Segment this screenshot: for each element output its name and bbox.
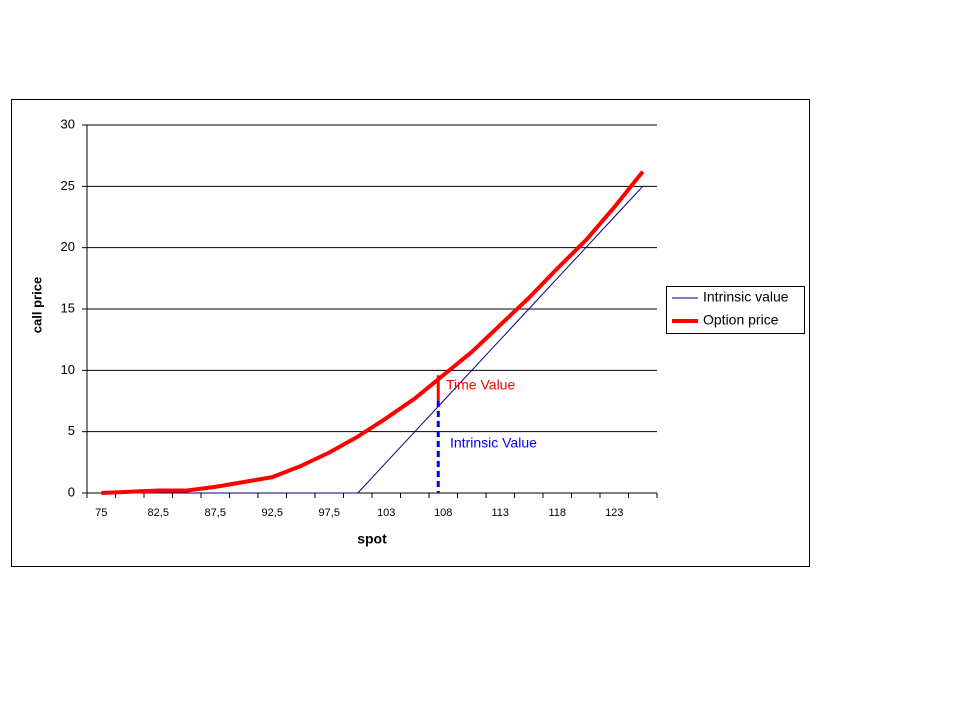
- y-tick-label: 15: [61, 300, 75, 315]
- x-tick-label: 75: [95, 507, 107, 519]
- x-tick-label: 108: [434, 507, 452, 519]
- annotation: Intrinsic Value: [450, 435, 537, 451]
- y-tick-label: 20: [61, 239, 75, 254]
- x-tick-label: 92,5: [262, 507, 283, 519]
- series-line: [101, 185, 644, 494]
- legend-box: [666, 286, 805, 334]
- y-tick-label: 5: [68, 423, 75, 438]
- legend-label: Intrinsic value: [703, 289, 789, 305]
- x-tick-label: 103: [377, 507, 395, 519]
- annotation: Time Value: [446, 377, 515, 393]
- x-tick-label: 97,5: [319, 507, 340, 519]
- series-line: [101, 170, 645, 495]
- y-tick-label: 25: [61, 178, 75, 193]
- y-tick-label: 30: [61, 116, 75, 131]
- y-axis-title: call price: [29, 277, 44, 333]
- x-tick-label: 113: [491, 507, 509, 519]
- x-tick-label: 82,5: [148, 507, 169, 519]
- x-tick-label: 118: [548, 507, 566, 519]
- y-tick-label: 0: [68, 484, 75, 499]
- x-axis-title: spot: [357, 531, 387, 547]
- legend-label: Option price: [703, 312, 779, 328]
- x-tick-label: 123: [605, 507, 623, 519]
- x-tick-label: 87,5: [205, 507, 226, 519]
- y-tick-label: 10: [61, 362, 75, 377]
